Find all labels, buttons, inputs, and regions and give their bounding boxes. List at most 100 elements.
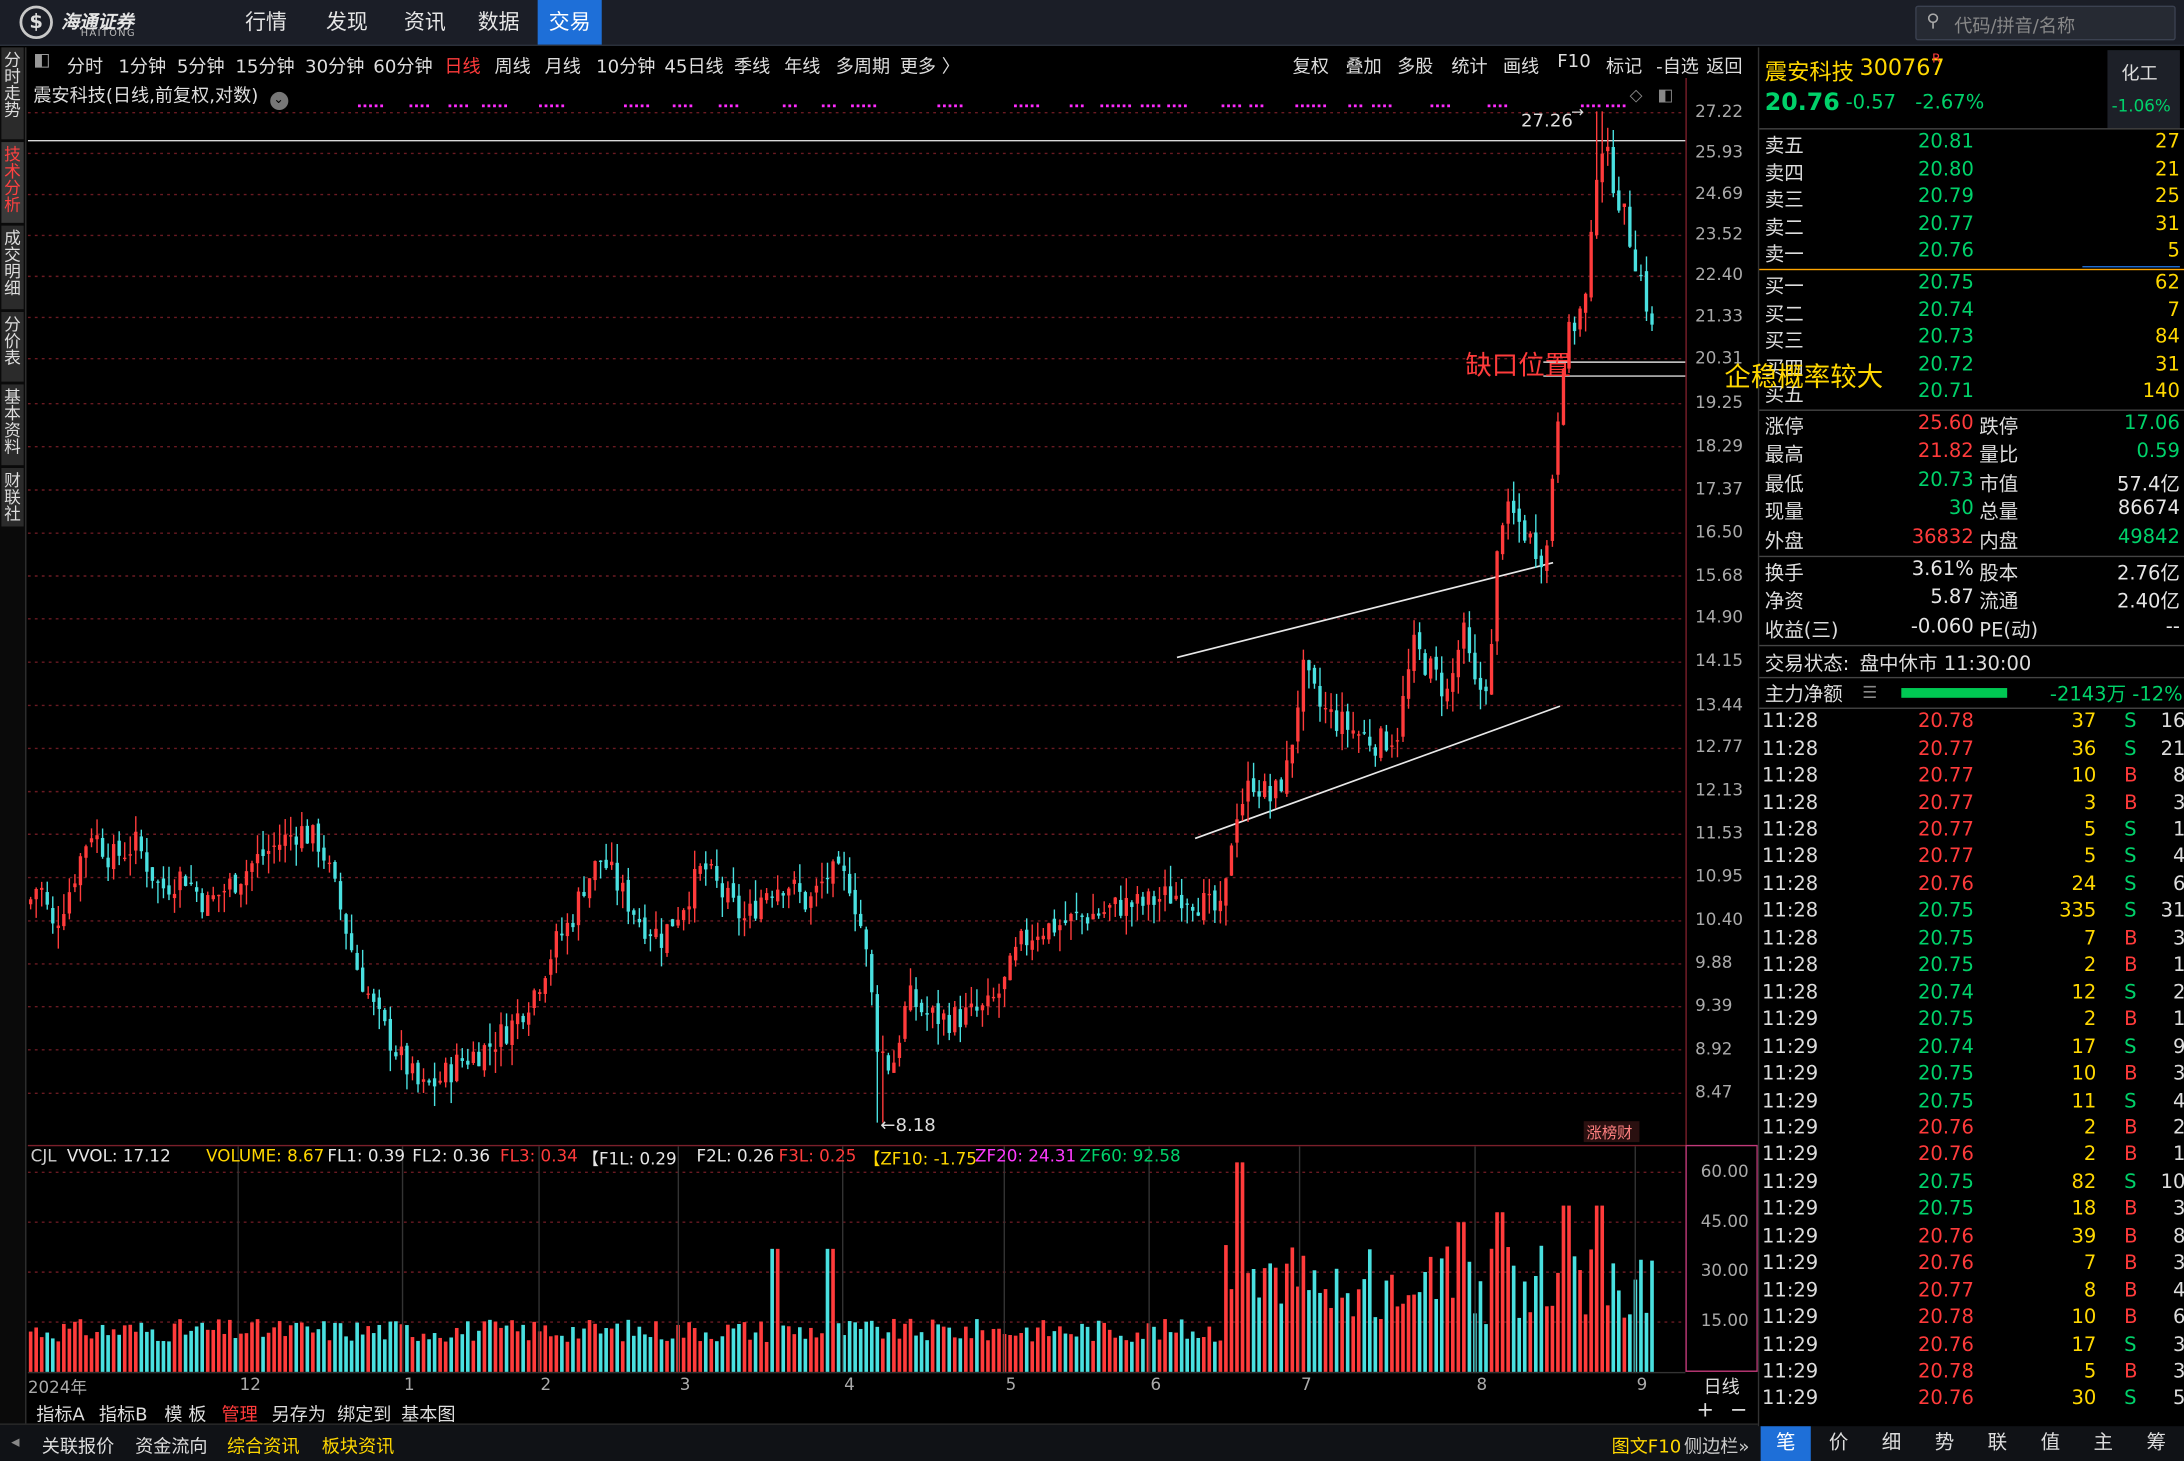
period-5[interactable]: 60分钟 (373, 57, 433, 78)
indicator-tab-2[interactable]: 模 板 (164, 1405, 207, 1427)
left-tab-0[interactable]: 分时走势 (1, 47, 24, 140)
period-10[interactable]: 45日线 (664, 57, 724, 78)
left-tab-2[interactable]: 成交明细 (1, 225, 24, 310)
left-tab-4[interactable]: 基本资料 (1, 384, 24, 466)
indicator-tab-3[interactable]: 管理 (221, 1405, 258, 1427)
indicator-tab-5[interactable]: 绑定到 (337, 1405, 392, 1427)
volume-bar (161, 1341, 166, 1372)
left-tab-5[interactable]: 财联社 (1, 467, 24, 527)
search-input[interactable]: 代码/拼音/名称 (1954, 16, 2076, 38)
bottom-tab-0[interactable]: 关联报价 (41, 1437, 115, 1459)
chevron-down-icon[interactable]: ⌄ (269, 91, 288, 111)
nav-item-2[interactable]: 资讯 (403, 9, 446, 35)
chart-tool-6[interactable]: 标记 (1606, 57, 1643, 78)
nav-item-3[interactable]: 数据 (477, 9, 520, 35)
candle-body (1251, 778, 1256, 793)
nav-item-4[interactable]: 交易 (537, 0, 602, 45)
price-tick: 12.13 (1695, 780, 1744, 800)
candle-body (277, 844, 282, 850)
right-tab-3[interactable]: 势 (1934, 1431, 1955, 1455)
candle-body (720, 883, 725, 898)
bottom-tab-2[interactable]: 综合资讯 (227, 1437, 300, 1459)
price-tick: 14.90 (1695, 607, 1744, 628)
sidebar-toggle[interactable]: 侧边栏» (1684, 1437, 1750, 1459)
period-3[interactable]: 15分钟 (235, 57, 295, 78)
volume-chart[interactable] (27, 1144, 1686, 1374)
candle-body (1628, 206, 1632, 247)
right-tab-6[interactable]: 主 (2093, 1431, 2114, 1455)
chart-tool-5[interactable]: F10 (1557, 51, 1591, 73)
period-0[interactable]: 分时 (66, 57, 104, 78)
chart-tool-1[interactable]: 叠加 (1345, 57, 1382, 78)
tick-side: B (2124, 791, 2138, 815)
period-12[interactable]: 年线 (784, 57, 821, 78)
volume-indicator-value: ZF60: 92.58 (1079, 1146, 1181, 1166)
volume-bar (637, 1326, 642, 1372)
haitong-logo[interactable]: $ 海通证券 HAITONG (19, 5, 187, 39)
stock-search[interactable]: ⚲ 代码/拼音/名称 (1915, 5, 2176, 41)
candle-body (167, 885, 171, 895)
period-7[interactable]: 周线 (494, 57, 531, 78)
tick-time: 11:28 (1762, 710, 1819, 733)
nav-item-0[interactable]: 行情 (245, 9, 287, 35)
right-tab-7[interactable]: 筹 (2146, 1431, 2166, 1455)
indicator-tab-1[interactable]: 指标B (98, 1405, 148, 1427)
diamond-icon[interactable]: ◇ (1630, 84, 1643, 104)
volume-bar (460, 1334, 465, 1372)
period-1[interactable]: 1分钟 (118, 57, 167, 78)
right-tab-1[interactable]: 价 (1828, 1431, 1849, 1455)
candle-body (217, 894, 221, 897)
right-tab-2[interactable]: 细 (1881, 1431, 1902, 1455)
period-13[interactable]: 多周期 (835, 57, 891, 78)
window-icon[interactable]: ◧ (1658, 84, 1674, 104)
period-11[interactable]: 季线 (734, 57, 771, 78)
sector-box[interactable]: 化工 -1.06% (2107, 50, 2180, 129)
nav-item-1[interactable]: 发现 (325, 9, 368, 35)
period-2[interactable]: 5分钟 (176, 57, 225, 78)
period-9[interactable]: 10分钟 (596, 57, 656, 78)
period-8[interactable]: 月线 (544, 57, 581, 78)
frequency-label[interactable]: 日线 (1703, 1377, 1740, 1399)
bottom-tab-3[interactable]: 板块资讯 (321, 1437, 395, 1459)
bottom-tab-1[interactable]: 资金流向 (135, 1437, 208, 1459)
chart-tool-8[interactable]: 返回 (1706, 57, 1743, 78)
candle-body (360, 967, 365, 992)
zoom-in-icon[interactable]: + (1696, 1396, 1715, 1423)
tick-count: 8 (2158, 1225, 2184, 1247)
indicator-tab-6[interactable]: 基本图 (401, 1405, 456, 1427)
panel-toggle-icon[interactable]: ◧ (33, 50, 51, 72)
top-nav-bar: $ 海通证券 HAITONG ⚲ 代码/拼音/名称 行情 发现 资讯 数据 交易 (0, 0, 2184, 46)
left-tab-3[interactable]: 分价表 (1, 311, 24, 382)
f10-link[interactable]: 图文F10 (1611, 1437, 1682, 1459)
volume-bar (1030, 1341, 1035, 1372)
right-tab-5[interactable]: 值 (2040, 1431, 2061, 1455)
chart-tool-4[interactable]: 画线 (1502, 57, 1540, 78)
candle-body (980, 1005, 985, 1011)
tick-side: S (2124, 1171, 2137, 1194)
chart-tool-0[interactable]: 复权 (1292, 57, 1329, 78)
tick-volume: 36 (2071, 737, 2097, 760)
expand-icon[interactable]: ◂ (11, 1431, 20, 1452)
chart-tool-3[interactable]: 统计 (1451, 57, 1488, 78)
tick-volume: 5 (2083, 1360, 2097, 1384)
chart-tool-2[interactable]: 多股 (1397, 57, 1434, 78)
candle-body (1345, 711, 1350, 730)
volume-bar (1329, 1307, 1333, 1372)
period-14[interactable]: 更多 〉 (899, 57, 960, 78)
indicator-tab-4[interactable]: 另存为 (271, 1405, 326, 1427)
candle-body (106, 857, 110, 868)
chart-tool-7[interactable]: -自选 (1656, 57, 1699, 78)
indicator-tab-0[interactable]: 指标A (36, 1405, 85, 1427)
zoom-out-icon[interactable]: − (1729, 1396, 1748, 1423)
stat-label: 净资 (1764, 591, 1804, 614)
left-tab-1[interactable]: 技术分析 (1, 142, 24, 223)
period-6[interactable]: 日线 (444, 57, 481, 78)
volume-bar (798, 1327, 802, 1372)
right-tab-4[interactable]: 联 (1987, 1431, 2008, 1455)
right-tab-0[interactable]: 笔 (1760, 1424, 1811, 1461)
list-icon[interactable]: ☰ (1862, 682, 1878, 703)
period-4[interactable]: 30分钟 (305, 57, 365, 78)
signal-marker (1597, 104, 1601, 108)
rank-badge[interactable] (1583, 1121, 1640, 1143)
